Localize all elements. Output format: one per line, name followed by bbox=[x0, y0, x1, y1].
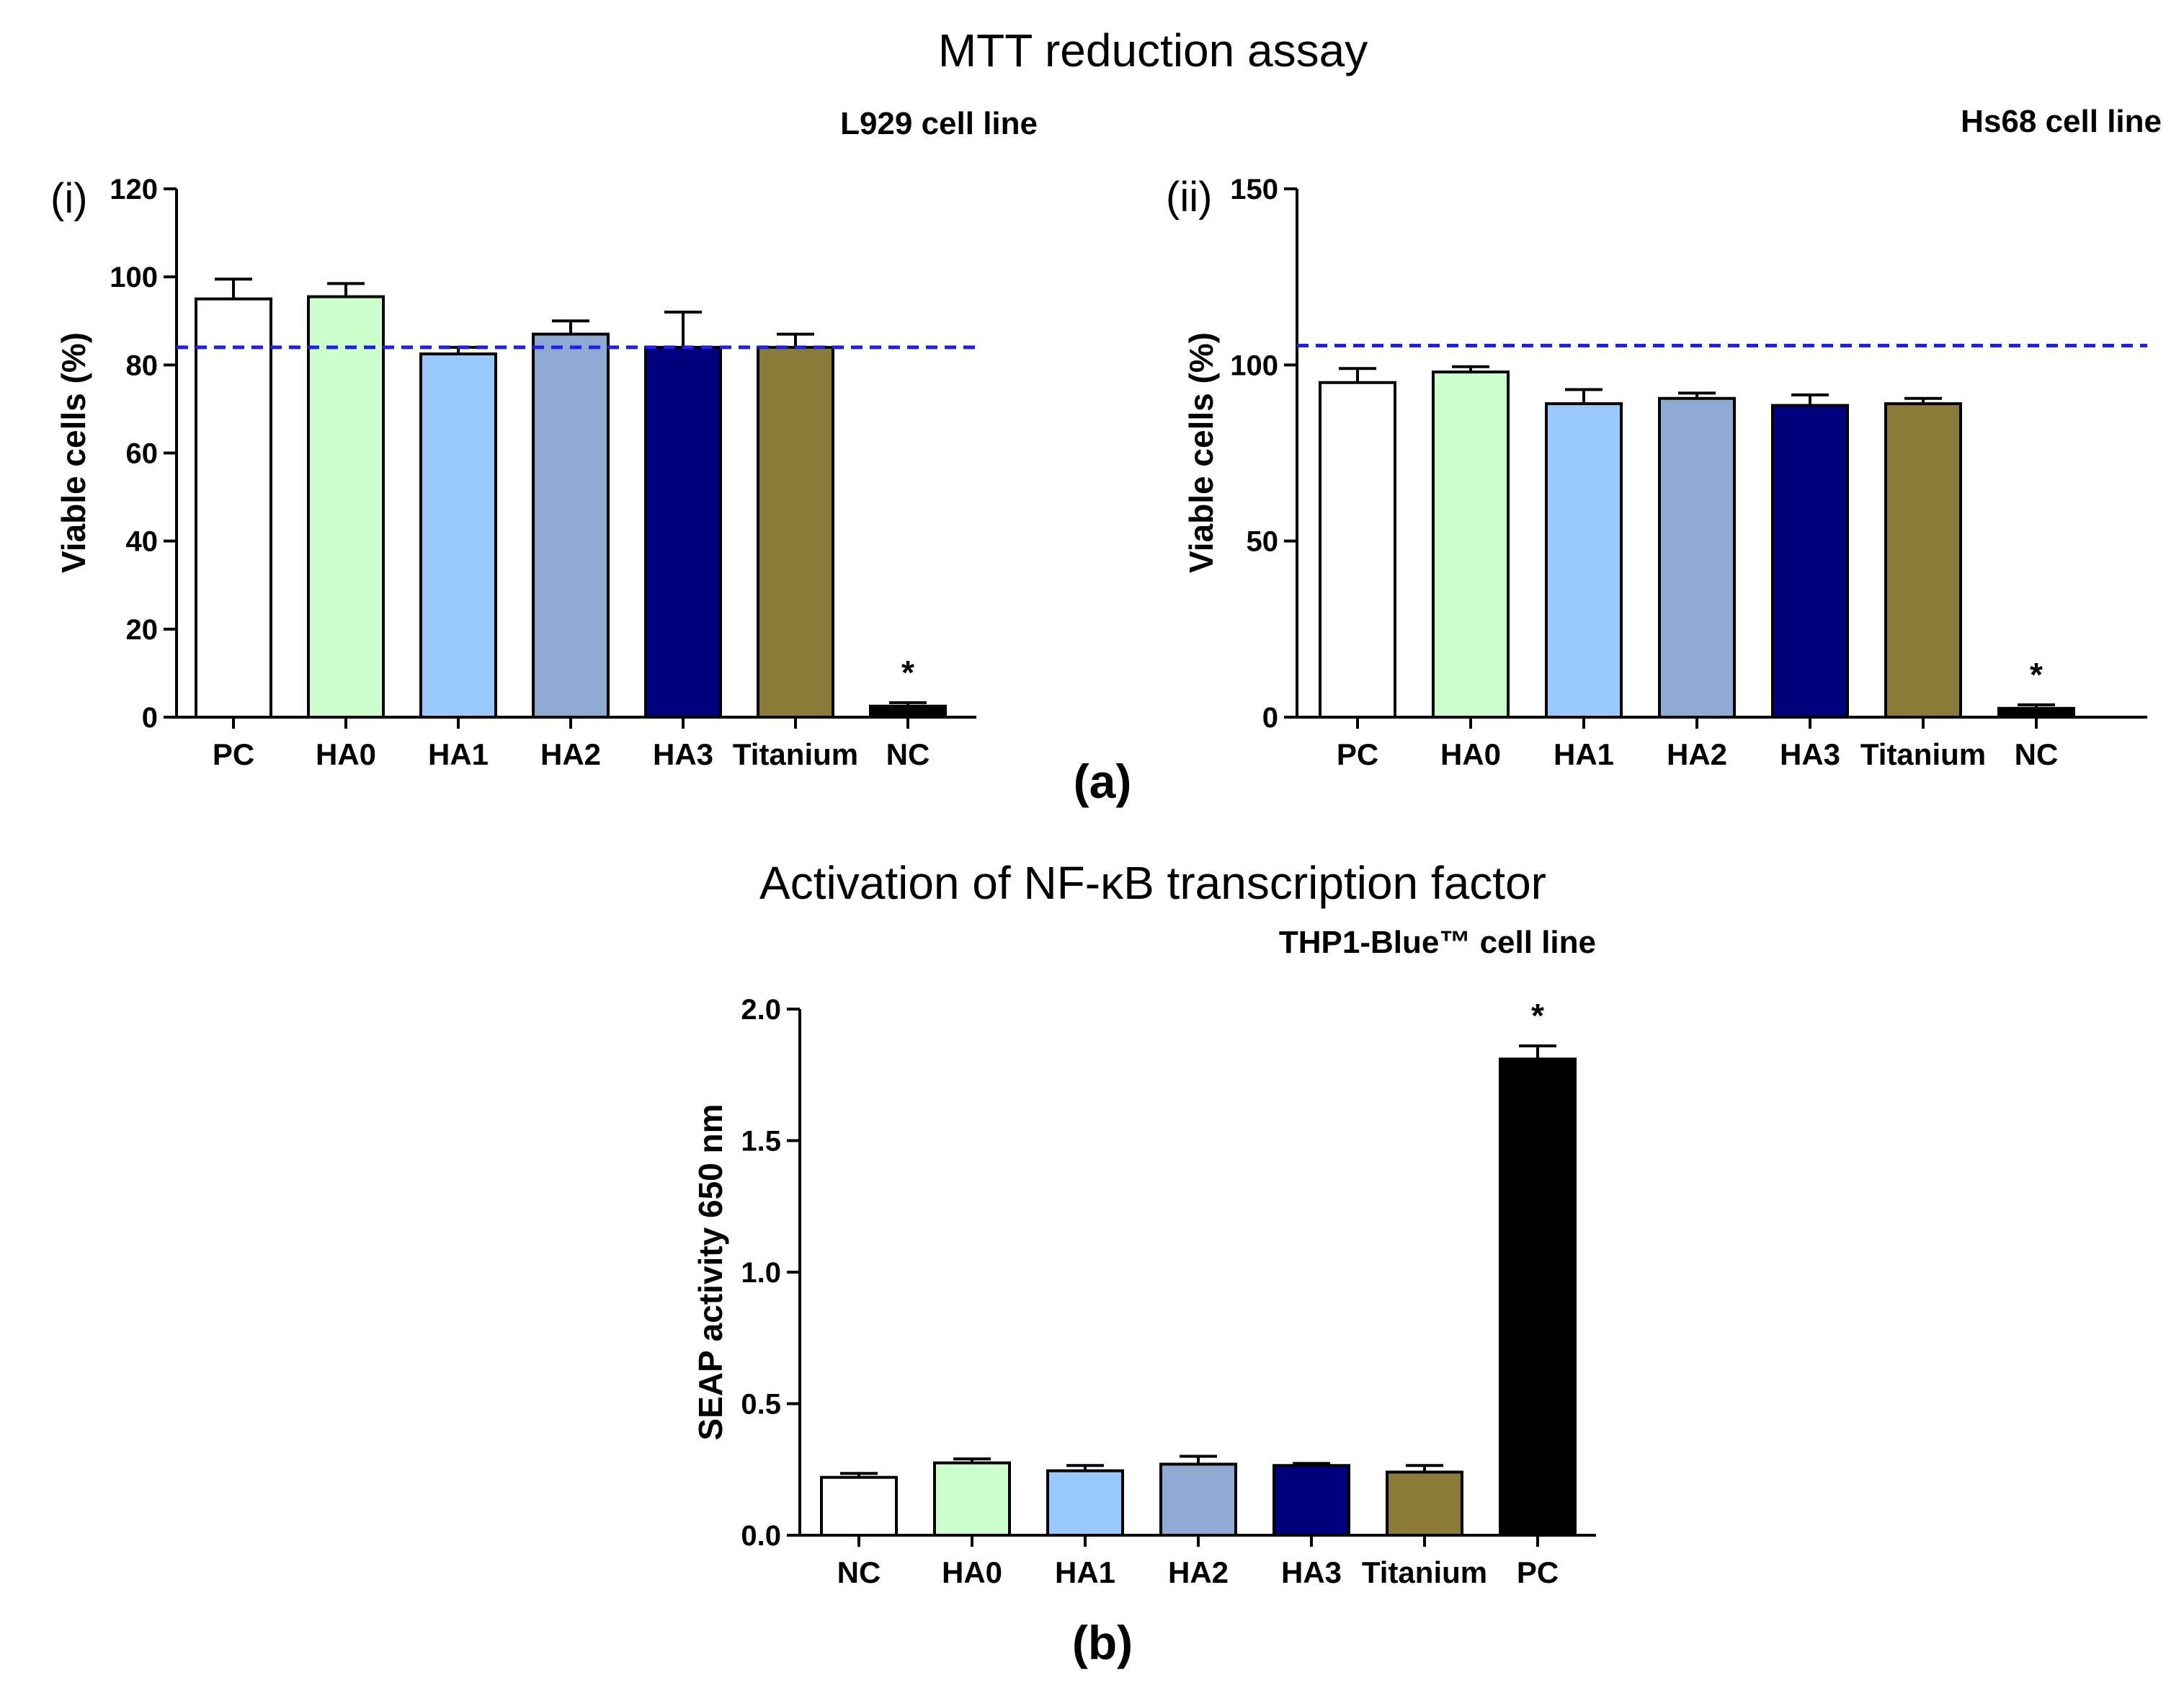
chart-title: L929 cell line bbox=[840, 106, 1038, 141]
y-tick-label: 0 bbox=[142, 702, 158, 734]
nfkb-section-title: Activation of NF-κB transcription factor bbox=[759, 857, 1546, 909]
chart-title: THP1-Blue™ cell line bbox=[1279, 925, 1596, 960]
x-tick-label: HA3 bbox=[653, 737, 713, 771]
bar-titanium bbox=[757, 345, 834, 719]
x-tick-label: HA0 bbox=[942, 1555, 1002, 1589]
y-tick-label: 40 bbox=[126, 526, 159, 558]
x-tick-label: HA3 bbox=[1780, 737, 1840, 771]
bar-pc bbox=[1319, 381, 1396, 719]
y-tick-label: 1.0 bbox=[741, 1257, 781, 1289]
x-tick-label: PC bbox=[213, 737, 254, 771]
chart-title: Hs68 cell line bbox=[1961, 104, 2162, 139]
x-tick-label: Titanium bbox=[1860, 737, 1986, 771]
x-tick-label: HA3 bbox=[1281, 1555, 1342, 1589]
l929-viability-chart: L929 cell line (i) Viable cells (%) 0 20 40 60… bbox=[50, 106, 1038, 771]
bar-ha1 bbox=[1545, 402, 1623, 719]
y-tick-label: 0.0 bbox=[741, 1520, 781, 1552]
bar-pc bbox=[195, 297, 272, 719]
bar-ha3 bbox=[1272, 1464, 1350, 1537]
x-tick-label: HA2 bbox=[1667, 737, 1727, 771]
subfigure-label-b: (b) bbox=[1072, 1616, 1133, 1669]
bar-ha0 bbox=[1432, 370, 1510, 719]
x-tick-label: HA1 bbox=[428, 737, 489, 771]
y-tick-label: 60 bbox=[126, 438, 159, 470]
y-tick-label: 0.5 bbox=[741, 1389, 781, 1421]
y-tick-label: 150 bbox=[1230, 174, 1278, 205]
y-axis-label: SEAP activity 650 nm bbox=[692, 1103, 729, 1440]
significance-marker: * bbox=[1531, 997, 1544, 1034]
thp1-seap-chart: THP1-Blue™ cell line SEAP activity 650 nm… bbox=[692, 925, 1596, 1589]
x-tick-label: NC bbox=[2015, 737, 2059, 771]
hs68-viability-chart: Hs68 cell line (ii) Viable cells (%) 0 50 100… bbox=[1166, 104, 2162, 771]
y-tick-label: 50 bbox=[1247, 526, 1279, 558]
significance-marker: * bbox=[2030, 656, 2043, 693]
panel-tag: (i) bbox=[50, 175, 88, 222]
bar-titanium bbox=[1884, 402, 1962, 719]
bar-ha2 bbox=[1658, 396, 1736, 719]
x-tick-label: HA0 bbox=[1440, 737, 1501, 771]
x-tick-label: HA2 bbox=[1168, 1555, 1229, 1589]
significance-marker: * bbox=[901, 654, 914, 691]
y-tick-label: 100 bbox=[1230, 350, 1278, 381]
x-tick-label: NC bbox=[886, 737, 930, 771]
y-tick-label: 120 bbox=[110, 174, 158, 205]
bar-nc bbox=[1997, 706, 2075, 719]
bar-ha3 bbox=[644, 345, 722, 719]
x-tick-label: PC bbox=[1337, 737, 1378, 771]
y-tick-label: 2.0 bbox=[741, 994, 781, 1026]
bar-ha0 bbox=[307, 295, 385, 719]
bar-ha2 bbox=[532, 332, 610, 719]
bar-ha1 bbox=[1046, 1469, 1124, 1537]
y-tick-label: 80 bbox=[126, 350, 159, 381]
bar-ha1 bbox=[419, 352, 497, 719]
x-tick-label: Titanium bbox=[1362, 1555, 1487, 1589]
y-tick-label: 100 bbox=[110, 262, 158, 293]
x-tick-label: HA2 bbox=[540, 737, 601, 771]
bar-pc bbox=[1499, 1057, 1577, 1537]
subfigure-label-a: (a) bbox=[1074, 755, 1132, 808]
y-tick-label: 1.5 bbox=[741, 1126, 781, 1158]
bar-ha3 bbox=[1771, 404, 1849, 719]
bar-ha2 bbox=[1159, 1462, 1237, 1537]
x-tick-label: HA0 bbox=[316, 737, 376, 771]
y-tick-label: 20 bbox=[126, 614, 159, 646]
y-axis-label: Viable cells (%) bbox=[55, 332, 92, 573]
y-tick-label: 0 bbox=[1262, 702, 1278, 734]
y-axis-label: Viable cells (%) bbox=[1182, 332, 1220, 573]
mtt-section-title: MTT reduction assay bbox=[938, 25, 1368, 76]
panel-tag: (ii) bbox=[1166, 174, 1212, 221]
bar-titanium bbox=[1386, 1470, 1463, 1537]
x-tick-label: NC bbox=[837, 1555, 881, 1589]
bar-nc bbox=[820, 1475, 898, 1537]
x-tick-label: PC bbox=[1517, 1555, 1559, 1589]
x-tick-label: HA1 bbox=[1055, 1555, 1115, 1589]
x-tick-label: HA1 bbox=[1554, 737, 1614, 771]
bar-ha0 bbox=[933, 1461, 1011, 1537]
x-tick-label: Titanium bbox=[733, 737, 858, 771]
bar-nc bbox=[869, 704, 947, 719]
